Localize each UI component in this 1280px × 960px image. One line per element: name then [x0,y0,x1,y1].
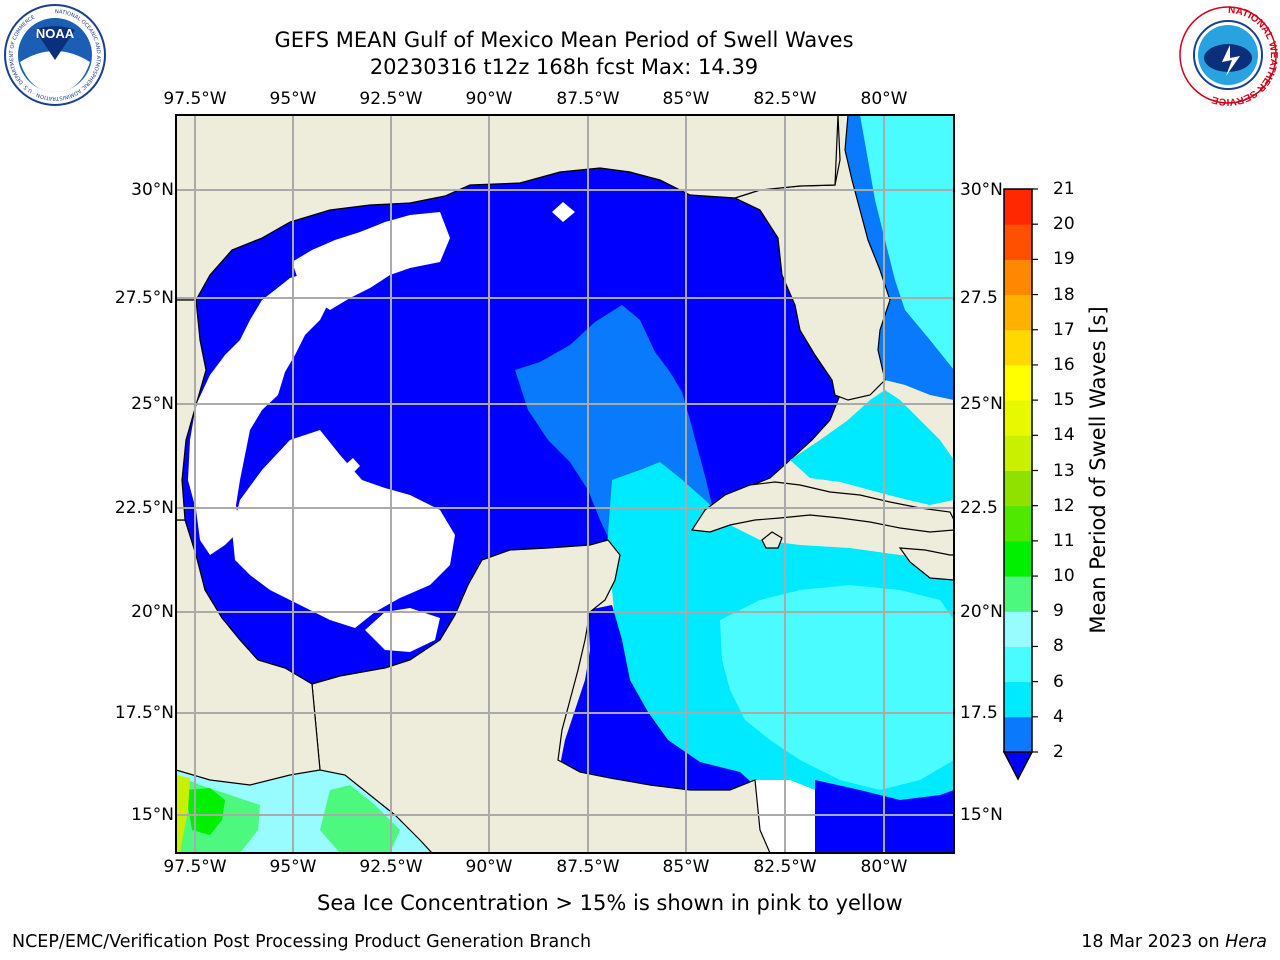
colorbar-tick-label: 16 [1053,354,1075,375]
lon-label-top: 80°W [860,89,908,109]
map-frame [175,114,955,854]
lon-label-bottom: 82.5°W [753,857,817,877]
lon-label-bottom: 90°W [465,857,513,877]
colorbar-segment [1004,189,1032,225]
colorbar-tick-label: 2 [1053,742,1064,762]
lon-label-top: 92.5°W [359,89,423,109]
pacific-water-green-3 [320,785,400,853]
colorbar-segment [1004,470,1032,507]
lon-label-bottom: 80°W [860,857,908,877]
lon-label-bottom: 92.5°W [359,857,423,877]
colorbar-tick-label: 21 [1053,179,1075,199]
lon-label-top: 82.5°W [753,89,817,109]
colorbar-segment [1004,611,1032,647]
no-data-patch-3 [365,608,440,652]
colorbar-segment [1004,505,1032,542]
colorbar-tick-label: 12 [1053,495,1075,516]
map-area [176,115,954,853]
colorbar-segment [1004,716,1032,753]
atlantic-water-2-4s [838,115,954,400]
no-data-region-southwest [232,430,455,628]
no-data-patch-2 [345,458,360,474]
colorbar-segment [1004,646,1032,683]
colorbar-tick-label: 19 [1053,249,1075,270]
sea-ice-caption: Sea Ice Concentration > 15% is shown in … [317,891,903,915]
colorbar-tick-label: 18 [1053,284,1075,305]
noaa-logo: NOAA NATIONAL OCEANIC AND ATMOSPHERIC AD… [4,4,106,106]
colorbar-segment [1004,435,1032,471]
lat-label-right: 30°N [960,180,1003,200]
yucatan-land [311,539,771,853]
colorbar-segment [1004,681,1032,718]
jamaica-island [761,531,783,549]
lon-label-bottom: 87.5°W [556,857,620,877]
no-data-patch-1 [552,202,575,222]
atlantic-water-4-6s [845,115,954,385]
colorbar-segment [1004,400,1032,436]
colorbar-tick-label: 15 [1053,390,1075,411]
lon-label-top: 87.5°W [556,89,620,109]
lat-label-left: 25°N [131,394,174,414]
colorbar-segment [1004,364,1032,401]
lon-label-top: 85°W [662,89,710,109]
colorbar-segment [1004,259,1032,296]
pacific-coastline [176,519,321,786]
footer-host: Hera [1225,932,1267,952]
chart-subtitle: 20230316 t12z 168h fcst Max: 14.39 [369,55,759,79]
colorbar-tick-label: 20 [1053,214,1075,235]
colorbar-tick-label: 10 [1053,566,1075,587]
colorbar-tick-label: 13 [1053,460,1075,481]
colorbar-tick-label: 17 [1053,319,1075,340]
lat-label-left: 27.5°N [114,288,174,308]
no-data-region-north [292,212,450,310]
lat-label-left: 20°N [131,602,174,622]
colorbar-tick-label: 4 [1053,706,1064,727]
florida-strait-water [790,390,954,505]
lon-label-bottom: 97.5°W [163,857,227,877]
footer-date-text: 18 Mar 2023 on [1081,932,1226,952]
lon-label-top: 97.5°W [163,89,227,109]
lon-label-top: 90°W [465,89,513,109]
nws-logo: NATIONAL WEATHER SERVICE [1179,5,1279,107]
lat-label-left: 15°N [131,805,174,825]
caribbean-water-6-8s [720,585,954,790]
colorbar [1002,188,1038,781]
colorbar-segment [1004,294,1032,331]
lat-label-right: 25°N [960,394,1003,414]
gulf-of-honduras-water [560,605,760,790]
colorbar-tick-label: 8 [1053,636,1064,657]
mexico-gulf-coast-land [176,299,207,521]
colorbar-segment [1004,329,1032,366]
colorbar-segment [1004,224,1032,260]
lat-label-right: 15°N [960,805,1003,825]
map-gridlines [176,115,954,853]
footer-producer: NCEP/EMC/Verification Post Processing Pr… [12,932,592,952]
colorbar-segment [1004,576,1032,612]
lat-label-right: 17.5 [960,703,998,723]
lon-label-top: 95°W [269,89,317,109]
colorbar-tick-label: 11 [1053,530,1075,551]
lat-label-right: 20°N [960,602,1003,622]
noaa-logo-text: NOAA [36,26,75,41]
lat-label-left: 30°N [131,180,174,200]
colorbar-segment [1004,540,1032,577]
lat-label-right: 27.5 [960,288,998,308]
florida-land [733,115,891,401]
no-data-region-west [188,272,330,555]
hispaniola-coast [898,547,954,581]
footer-date: 18 Mar 2023 on Hera [1081,932,1267,952]
colorbar-tick-label: 6 [1053,671,1064,692]
lat-label-left: 22.5°N [114,498,174,518]
colorbar-label: Mean Period of Swell Waves [s] [1086,306,1110,634]
chart-title: GEFS MEAN Gulf of Mexico Mean Period of … [274,28,854,52]
lon-label-bottom: 95°W [269,857,317,877]
lon-label-bottom: 85°W [662,857,710,877]
lat-label-right: 22.5 [960,498,998,518]
colorbar-under-triangle [1002,751,1034,781]
lat-label-left: 17.5°N [114,703,174,723]
colorbar-tick-label: 14 [1053,425,1075,446]
colorbar-tick-label: 9 [1053,601,1064,622]
